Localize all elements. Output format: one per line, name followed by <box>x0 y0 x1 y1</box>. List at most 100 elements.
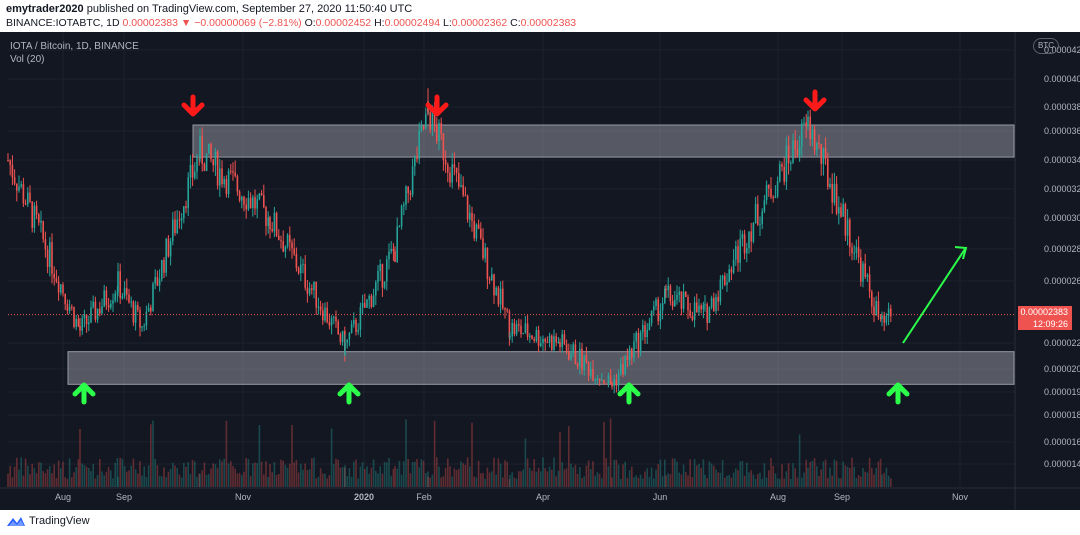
candle-body <box>46 249 49 267</box>
volume-bar <box>598 473 601 487</box>
volume-bar <box>565 468 568 487</box>
volume-bar <box>130 465 132 487</box>
volume-bar <box>16 457 18 487</box>
candle-body <box>559 341 561 348</box>
volume-bar <box>174 465 176 487</box>
legend-volume: Vol (20) <box>10 54 45 65</box>
candle-body <box>748 231 750 249</box>
volume-bar <box>20 457 22 487</box>
candle-body <box>706 304 708 323</box>
price-tick-label: 0.00004000 <box>1044 74 1080 84</box>
candle-body <box>613 379 615 387</box>
volume-bar <box>518 471 520 487</box>
volume-bar <box>796 477 799 487</box>
volume-bar <box>152 420 154 487</box>
candle-body <box>866 274 869 277</box>
candle-body <box>55 278 58 282</box>
volume-bar <box>169 468 172 487</box>
candle-body <box>728 269 730 283</box>
volume-bar <box>473 476 475 487</box>
volume-bar <box>704 474 706 487</box>
candle-body <box>223 179 225 185</box>
candle-body <box>324 307 326 321</box>
candle-body <box>540 343 542 347</box>
candle-body <box>330 317 333 326</box>
candle-body <box>680 291 683 309</box>
volume-bar <box>128 470 130 487</box>
candle-body <box>708 307 711 323</box>
candle-body <box>835 183 838 214</box>
volume-bar <box>440 477 442 487</box>
price-chart[interactable]: 0.00004200 0.00004000 0.00003800 0.00003600… <box>0 32 1080 510</box>
currency-badge[interactable]: BTC <box>1033 38 1059 54</box>
time-tick-label: Nov <box>235 492 252 502</box>
volume-bar <box>425 473 427 487</box>
volume-bar <box>748 472 750 487</box>
candle-body <box>364 303 366 308</box>
candle-body <box>99 308 101 314</box>
candle-body <box>286 235 289 247</box>
volume-bar <box>840 478 842 487</box>
candle-body <box>717 297 719 302</box>
volume-bar <box>576 473 579 487</box>
candle-body <box>661 303 664 311</box>
candle-body <box>429 112 431 130</box>
candle-body <box>462 184 464 196</box>
volume-bar <box>851 457 853 487</box>
chart-area[interactable]: 0.00004200 0.00004000 0.00003800 0.00003600… <box>0 32 1080 510</box>
volume-bar <box>71 477 73 487</box>
volume-bar <box>390 475 392 487</box>
red-down-arrow-icon <box>803 89 827 112</box>
green-up-arrow-icon <box>617 382 641 405</box>
candle-body <box>770 188 772 198</box>
candle-body <box>29 192 31 202</box>
candle-body <box>885 315 888 323</box>
volume-bar <box>759 472 761 487</box>
candle-body <box>657 299 659 322</box>
volume-bar <box>877 461 880 487</box>
author-name[interactable]: emytrader2020 <box>6 3 84 15</box>
volume-bar <box>35 473 38 487</box>
volume-bar <box>422 460 425 487</box>
volume-bar <box>605 457 607 487</box>
volume-bar <box>829 467 831 487</box>
candle-body <box>827 158 829 188</box>
volume-bar <box>596 472 599 487</box>
candle-body <box>851 247 853 254</box>
candle-body <box>757 203 759 225</box>
volume-bar <box>583 476 585 487</box>
volume-bar <box>579 467 581 487</box>
volume-bar <box>238 472 241 487</box>
volume-bar <box>112 478 114 487</box>
candle-body <box>317 306 320 308</box>
volume-bar <box>798 434 801 487</box>
volume-bar <box>458 468 460 487</box>
volume-bar <box>737 470 739 487</box>
volume-bar <box>493 457 495 487</box>
volume-bar <box>480 473 482 487</box>
candle-body <box>221 168 223 185</box>
volume-bar <box>29 474 31 487</box>
candle-body <box>860 257 862 282</box>
volume-bar <box>319 468 322 487</box>
candle-body <box>842 203 844 217</box>
candle-body <box>390 249 392 252</box>
candle-body <box>103 290 105 307</box>
volume-bar <box>585 465 588 487</box>
volume-bar <box>234 468 236 487</box>
volume-bar <box>388 457 390 487</box>
candle-body <box>522 333 524 335</box>
volume-bar <box>787 463 790 487</box>
candle-body <box>713 298 715 311</box>
candle-body <box>60 284 62 293</box>
candle-body <box>51 242 53 274</box>
volume-bar <box>594 475 596 487</box>
volume-bar <box>864 471 866 487</box>
tradingview-logo[interactable]: TradingView <box>6 515 90 527</box>
candle-body <box>116 292 119 294</box>
volume-bar <box>132 458 135 487</box>
price-tick-label: 0.00004200 <box>1044 45 1080 55</box>
candle-body <box>633 341 635 358</box>
volume-bar <box>615 459 618 487</box>
volume-bar <box>827 477 829 487</box>
